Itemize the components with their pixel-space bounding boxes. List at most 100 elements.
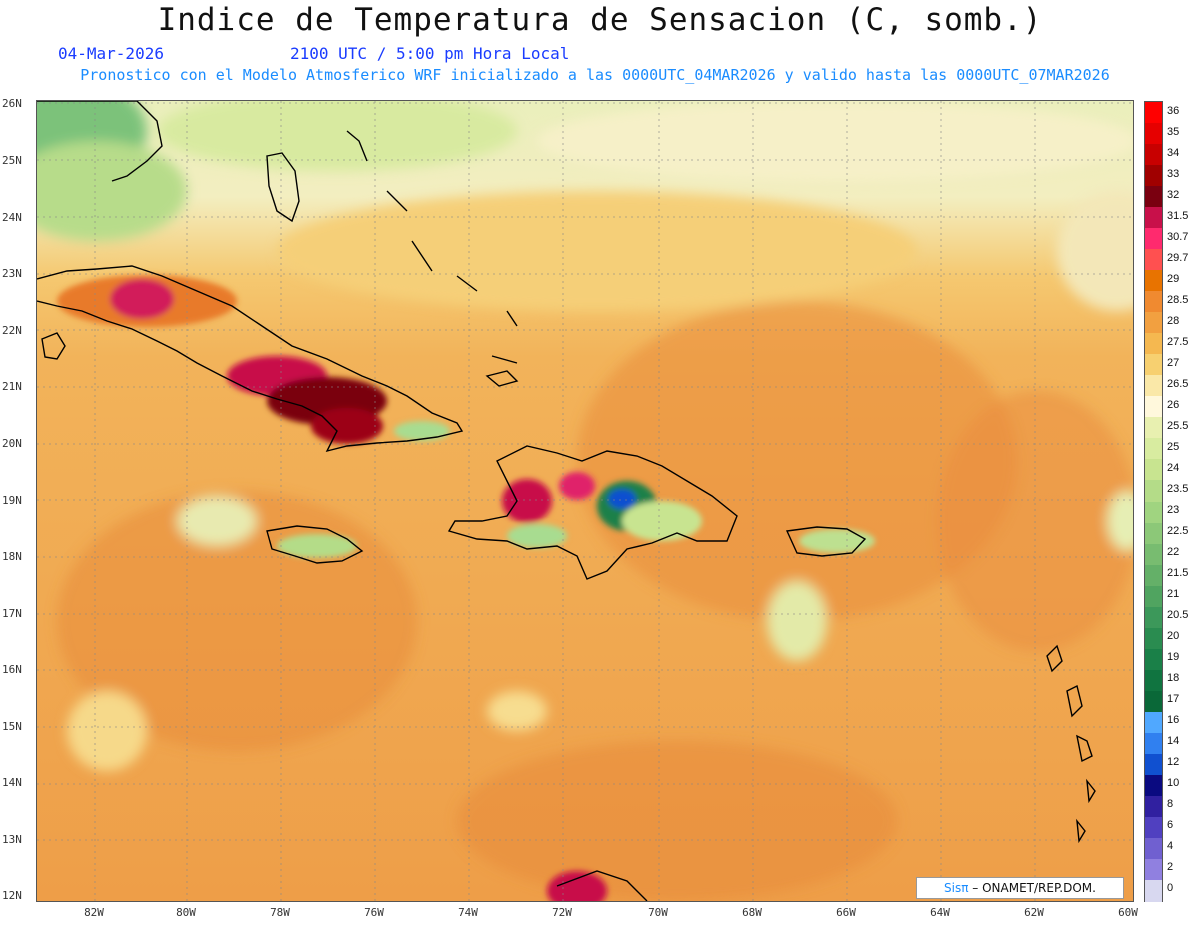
hispaniola-coast xyxy=(447,445,738,580)
colorbar-cell xyxy=(1145,270,1162,292)
credit-box: Sisπ – ONAMET/REP.DOM. xyxy=(916,877,1124,899)
lon-label: 68W xyxy=(742,906,762,919)
puerto-rico-coast xyxy=(785,526,867,557)
lon-label: 62W xyxy=(1024,906,1044,919)
model-info: Pronostico con el Modelo Atmosferico WRF… xyxy=(80,66,1110,84)
lon-label: 60W xyxy=(1118,906,1138,919)
credit-prefix: Sis xyxy=(944,881,962,895)
colorbar-cell xyxy=(1145,123,1162,145)
colorbar-cell xyxy=(1145,816,1162,839)
lesser-antilles xyxy=(1046,644,1096,844)
lat-label: 15N xyxy=(2,720,22,733)
colorbar-label: 25.5 xyxy=(1167,419,1189,432)
colorbar-cell xyxy=(1145,858,1162,881)
colorbar-cell xyxy=(1145,375,1162,397)
colorbar-cell xyxy=(1145,291,1162,313)
forecast-date: 04-Mar-2026 xyxy=(58,44,164,63)
colorbar-cell xyxy=(1145,585,1162,608)
coastlines xyxy=(37,101,1096,901)
colorbar-cell xyxy=(1145,480,1162,503)
colorbar-label: 32 xyxy=(1167,188,1180,201)
colorbar xyxy=(1144,101,1163,902)
lon-label: 64W xyxy=(930,906,950,919)
colorbar-label: 26 xyxy=(1167,398,1180,411)
credit-pi: π xyxy=(961,881,969,895)
colorbar-label: 2 xyxy=(1167,861,1174,874)
colorbar-cell xyxy=(1145,648,1162,671)
colorbar-cell xyxy=(1145,186,1162,208)
florida-coast xyxy=(37,101,163,182)
colorbar-cell xyxy=(1145,711,1162,734)
heat-index-map xyxy=(37,101,1133,901)
colorbar-label: 21.5 xyxy=(1167,567,1189,580)
colorbar-cell xyxy=(1145,207,1162,229)
colorbar-cell xyxy=(1145,417,1162,440)
lat-label: 20N xyxy=(2,437,22,450)
lat-label: 16N xyxy=(2,663,22,676)
lon-label: 66W xyxy=(836,906,856,919)
hispaniola-heat xyxy=(277,472,875,901)
bahamas-islands xyxy=(346,130,518,364)
lon-label: 80W xyxy=(176,906,196,919)
colorbar-cell xyxy=(1145,690,1162,713)
colorbar-cell xyxy=(1145,459,1162,482)
colorbar-label: 6 xyxy=(1167,819,1174,832)
colorbar-label: 19 xyxy=(1167,651,1180,664)
inagua-coast xyxy=(485,370,519,387)
lat-label: 17N xyxy=(2,607,22,620)
colorbar-label: 27 xyxy=(1167,356,1180,369)
colorbar-label: 29.7 xyxy=(1167,251,1189,264)
cuba-heat xyxy=(57,275,450,444)
colorbar-label: 25 xyxy=(1167,440,1180,453)
colorbar-cell xyxy=(1145,522,1162,545)
colorbar-cell xyxy=(1145,144,1162,166)
colorbar-label: 35 xyxy=(1167,125,1180,138)
colorbar-cell xyxy=(1145,333,1162,355)
colorbar-cell xyxy=(1145,753,1162,776)
colorbar-cell xyxy=(1145,669,1162,692)
lon-label: 70W xyxy=(648,906,668,919)
colorbar-label: 4 xyxy=(1167,840,1174,853)
colorbar-cell xyxy=(1145,396,1162,418)
lon-label: 78W xyxy=(270,906,290,919)
lat-label: 22N xyxy=(2,324,22,337)
colorbar-label: 0 xyxy=(1167,882,1174,895)
colorbar-cell xyxy=(1145,543,1162,566)
colorbar-cell xyxy=(1145,564,1162,587)
colorbar-label: 20.5 xyxy=(1167,609,1189,622)
colorbar-label: 28 xyxy=(1167,314,1180,327)
bahamas-andros xyxy=(266,152,300,223)
lon-label: 76W xyxy=(364,906,384,919)
colorbar-cell xyxy=(1145,228,1162,250)
colorbar-label: 33 xyxy=(1167,167,1180,180)
colorbar-label: 20 xyxy=(1167,630,1180,643)
isla-juventud-coast xyxy=(41,332,66,360)
colorbar-label: 22 xyxy=(1167,546,1180,559)
colorbar-label: 14 xyxy=(1167,735,1180,748)
lon-label: 74W xyxy=(458,906,478,919)
sispi-logo: Sisπ xyxy=(944,881,968,895)
colorbar-label: 23 xyxy=(1167,504,1180,516)
colorbar-label: 34 xyxy=(1167,146,1180,159)
colorbar-label: 31.5 xyxy=(1167,209,1189,222)
colorbar-cell xyxy=(1145,249,1162,271)
jamaica-coast xyxy=(266,525,364,564)
colorbar-cell xyxy=(1145,438,1162,461)
colorbar-label: 17 xyxy=(1167,693,1180,706)
colorbar-label: 23.5 xyxy=(1167,482,1189,495)
colorbar-label: 27.5 xyxy=(1167,335,1189,348)
lon-label: 72W xyxy=(552,906,572,919)
map-area xyxy=(36,100,1134,902)
colorbar-cell xyxy=(1145,837,1162,860)
colorbar-cell xyxy=(1145,501,1162,524)
cuba-coast xyxy=(37,265,464,453)
colorbar-cell xyxy=(1145,732,1162,755)
venezuela-coast xyxy=(556,870,648,901)
lat-label: 13N xyxy=(2,833,22,846)
colorbar-label: 24 xyxy=(1167,461,1180,474)
colorbar-label: 12 xyxy=(1167,756,1180,769)
lat-label: 21N xyxy=(2,380,22,393)
colorbar-label: 10 xyxy=(1167,777,1180,790)
lat-label: 19N xyxy=(2,494,22,507)
colorbar-cell xyxy=(1145,774,1162,797)
